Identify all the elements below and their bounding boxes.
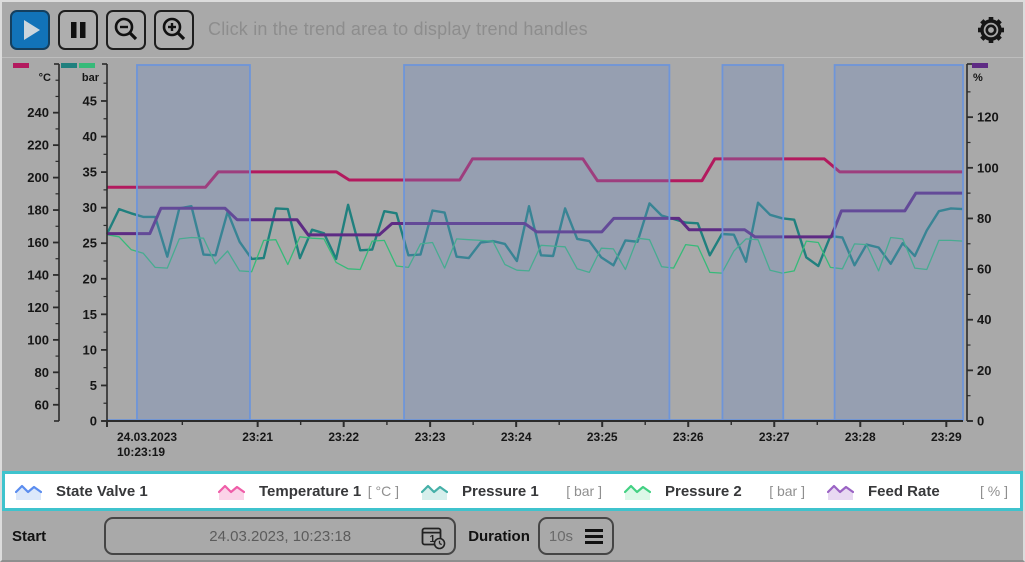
y-tick-label: 140 xyxy=(27,267,49,282)
y-tick-label: 80 xyxy=(977,211,991,226)
y-tick-label: 180 xyxy=(27,203,49,218)
y-tick-label: 45 xyxy=(83,93,97,108)
y-tick-label: 0 xyxy=(977,414,984,429)
y-tick-label: 200 xyxy=(27,170,49,185)
legend-unit: [ % ] xyxy=(979,483,1008,499)
series-temperature-1 xyxy=(107,157,963,189)
y-tick-label: 10 xyxy=(83,342,97,357)
axis-color-chip xyxy=(972,63,988,68)
svg-text:1: 1 xyxy=(430,533,436,545)
hamburger-icon xyxy=(584,528,603,544)
duration-value: 10s xyxy=(548,527,574,545)
play-icon xyxy=(24,19,40,40)
y-tick-label: 80 xyxy=(35,365,49,380)
x-tick-label: 23:29 xyxy=(931,430,962,444)
y-tick-label: 25 xyxy=(83,236,97,251)
play-button[interactable] xyxy=(10,9,50,50)
x-tick-label: 23:26 xyxy=(673,430,704,444)
y-tick-label: 160 xyxy=(27,235,49,250)
duration-field[interactable]: 10s xyxy=(537,517,614,555)
legend-label: Temperature 1 xyxy=(259,482,362,500)
y-axis--c: 60 80 100 120 140 160 180 200 220 240 °C xyxy=(13,63,60,422)
axis-unit-label: bar xyxy=(82,72,100,84)
legend-label: Pressure 2 xyxy=(665,482,742,500)
legend-item-state-valve-1[interactable]: State Valve 1 xyxy=(5,474,208,508)
zoom-in-icon xyxy=(162,17,186,40)
calendar-clock-icon: 1 xyxy=(421,527,446,550)
x-tick-label: 23:27 xyxy=(759,430,790,444)
axis-unit-label: % xyxy=(973,72,983,84)
start-time-field[interactable]: 24.03.2023, 10:23:18 1 xyxy=(104,517,457,555)
y-tick-label: 240 xyxy=(27,105,49,120)
y-tick-label: 20 xyxy=(977,363,991,378)
axis-unit-label: °C xyxy=(39,72,51,84)
trend-sparkline-icon xyxy=(15,484,42,500)
y-tick-label: 0 xyxy=(90,414,97,429)
trend-sparkline-icon xyxy=(421,484,448,500)
legend-label: State Valve 1 xyxy=(56,482,148,500)
legend-item-pressure-1[interactable]: Pressure 1 [ bar ] xyxy=(411,474,614,508)
start-label: Start xyxy=(12,527,47,545)
y-tick-label: 30 xyxy=(83,200,97,215)
settings-button[interactable] xyxy=(971,10,1011,50)
y-tick-label: 220 xyxy=(27,138,49,153)
y-tick-label: 60 xyxy=(977,262,991,277)
y-tick-label: 5 xyxy=(90,378,97,393)
y-tick-label: 20 xyxy=(83,271,97,286)
series-state-valve-1 xyxy=(107,64,964,421)
pause-button[interactable] xyxy=(58,9,98,50)
legend-unit: [ bar ] xyxy=(769,483,805,499)
y-tick-label: 60 xyxy=(35,397,49,412)
y-tick-label: 15 xyxy=(83,307,97,322)
trend-sparkline-icon xyxy=(827,484,854,500)
legend-unit: [ bar ] xyxy=(566,483,602,499)
series-feed-rate xyxy=(107,191,963,239)
duration-label: Duration xyxy=(468,527,530,545)
x-tick-label: 23:23 xyxy=(415,430,446,444)
x-tick-label: 23:21 xyxy=(242,430,273,444)
y-tick-label: 120 xyxy=(27,300,49,315)
x-tick-label: 10:23:19 xyxy=(117,445,165,459)
y-tick-label: 100 xyxy=(27,332,49,347)
x-tick-label: 24.03.2023 xyxy=(117,430,177,444)
toolbar: Click in the trend area to display trend… xyxy=(2,2,1023,58)
legend-label: Pressure 1 xyxy=(462,482,539,500)
pause-icon xyxy=(71,21,86,38)
y-axis-bar: 0 5 10 15 20 25 30 35 40 45 bar xyxy=(61,63,108,429)
legend: State Valve 1 Temperature 1 [ °C ] Pressure… xyxy=(2,471,1023,511)
axis-color-chip xyxy=(13,63,29,68)
legend-item-temperature-1[interactable]: Temperature 1 [ °C ] xyxy=(208,474,411,508)
gear-icon xyxy=(978,17,1004,43)
x-tick-label: 23:22 xyxy=(328,430,359,444)
trend-sparkline-icon xyxy=(218,484,245,500)
y-axis--: 0 20 40 60 80 100 120% xyxy=(966,63,999,429)
y-tick-label: 35 xyxy=(83,165,97,180)
x-tick-label: 23:28 xyxy=(845,430,876,444)
start-time-value: 24.03.2023, 10:23:18 xyxy=(209,527,352,545)
y-tick-label: 40 xyxy=(83,129,97,144)
axis-color-chip xyxy=(79,63,95,68)
legend-item-pressure-2[interactable]: Pressure 2 [ bar ] xyxy=(614,474,817,508)
legend-label: Feed Rate xyxy=(868,482,940,500)
axis-color-chip xyxy=(61,63,77,68)
zoom-out-icon xyxy=(114,17,138,40)
x-tick-label: 23:25 xyxy=(587,430,618,444)
y-tick-label: 100 xyxy=(977,160,999,175)
y-tick-label: 120 xyxy=(977,110,999,125)
x-tick-label: 23:24 xyxy=(501,430,532,444)
y-tick-label: 40 xyxy=(977,312,991,327)
footer: Start 24.03.2023, 10:23:18 1 Duration 10… xyxy=(2,511,1023,560)
trend-sparkline-icon xyxy=(624,484,651,500)
legend-item-feed-rate[interactable]: Feed Rate [ % ] xyxy=(817,474,1020,508)
zoom-in-button[interactable] xyxy=(154,9,194,50)
toolbar-hint: Click in the trend area to display trend… xyxy=(208,19,588,39)
legend-unit: [ °C ] xyxy=(367,483,399,499)
zoom-out-button[interactable] xyxy=(106,9,146,50)
